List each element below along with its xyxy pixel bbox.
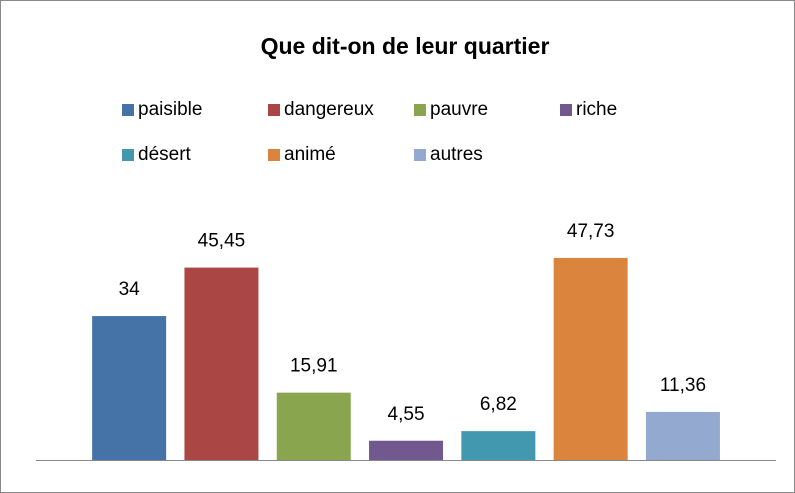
legend-swatch	[122, 149, 134, 161]
chart-title: Que dit-on de leur quartier	[261, 33, 550, 59]
legend-label: pauvre	[430, 99, 488, 120]
bar	[92, 316, 167, 460]
legend-label: animé	[284, 144, 336, 165]
legend-swatch	[414, 104, 426, 116]
bar	[184, 267, 259, 460]
legend-label: dangereux	[284, 99, 374, 120]
data-label: 45,45	[198, 231, 246, 252]
bar	[461, 431, 536, 460]
bar	[369, 440, 444, 460]
data-label: 6,82	[480, 394, 517, 415]
bar	[645, 411, 720, 460]
data-label: 11,36	[660, 375, 706, 396]
data-label: 15,91	[290, 356, 338, 377]
legend-swatch	[268, 149, 280, 161]
bar	[276, 392, 351, 460]
legend-label: riche	[576, 99, 617, 120]
data-label: 34	[119, 279, 141, 300]
legend-swatch	[560, 104, 572, 116]
legend-label: désert	[138, 144, 192, 165]
legend-label: paisible	[138, 99, 202, 120]
data-label: 47,73	[567, 221, 615, 242]
legend-swatch	[122, 104, 134, 116]
data-label: 4,55	[388, 404, 425, 425]
legend-swatch	[268, 104, 280, 116]
bar	[553, 257, 628, 460]
legend-swatch	[414, 149, 426, 161]
legend-label: autres	[430, 144, 483, 165]
